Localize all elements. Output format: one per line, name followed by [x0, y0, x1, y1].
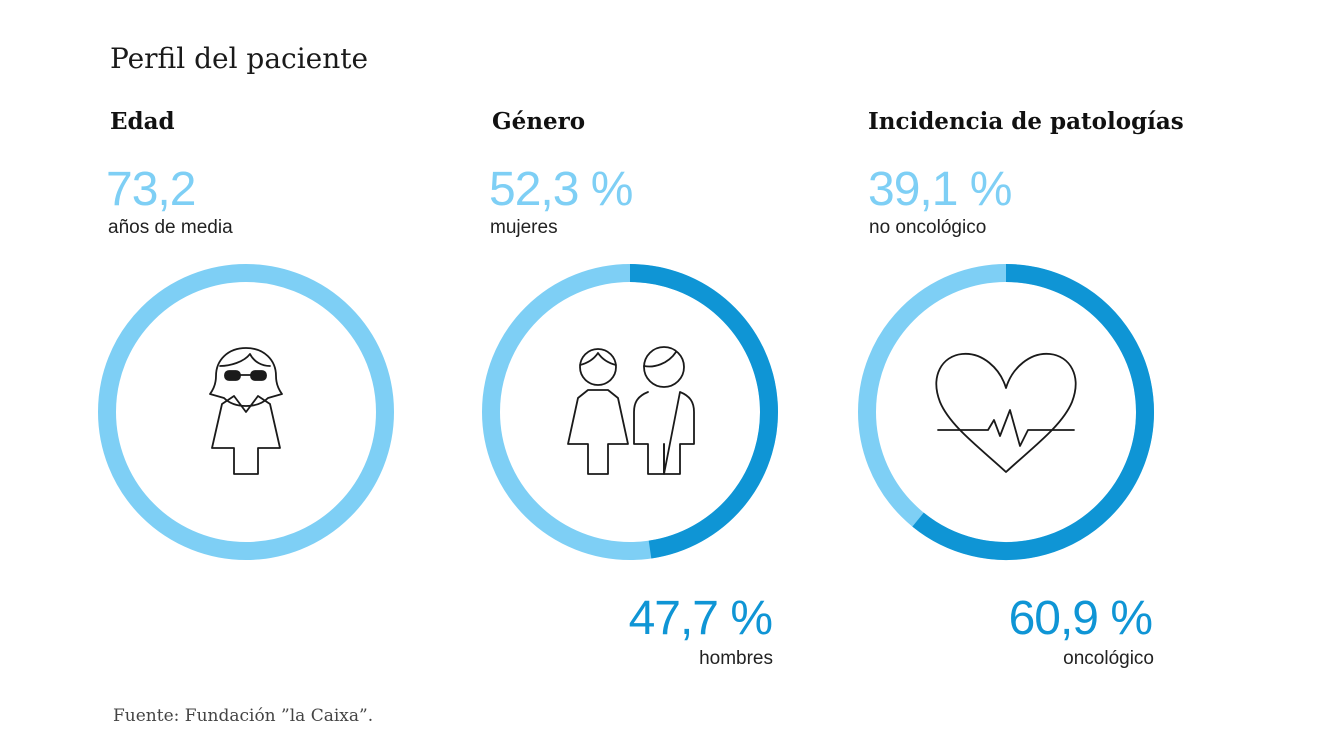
genero-label-mujeres: mujeres — [490, 217, 558, 238]
genero-value-mujeres: 52,3 % — [489, 163, 633, 216]
panel-patologias-heading-wrap: Incidencia de patologías — [868, 108, 1184, 135]
genero-value-hombres: 47,7 % — [628, 592, 773, 645]
heart-pulse-icon — [935, 353, 1077, 473]
genero-donut — [482, 264, 778, 560]
panel-patologias-heading: Incidencia de patologías — [868, 108, 1184, 135]
edad-ring — [98, 264, 394, 560]
patologias-value-oncologico: 60,9 % — [1008, 592, 1153, 645]
patologias-label-no-oncologico: no oncológico — [869, 217, 987, 238]
patologias-slice-oncologico — [912, 264, 1154, 560]
woman-icon — [209, 347, 283, 475]
patologias-value-no-oncologico: 39,1 % — [868, 163, 1012, 216]
panel-genero-heading-wrap: Género — [492, 108, 585, 135]
genero-label-hombres: hombres — [699, 648, 773, 669]
couple-icon — [567, 346, 695, 475]
page-title: Perfil del paciente — [110, 42, 369, 75]
edad-value: 73,2 — [106, 163, 196, 216]
panel-edad-heading: Edad — [110, 108, 175, 135]
panel-genero-heading: Género — [492, 108, 586, 135]
edad-donut — [98, 264, 394, 560]
patologias-label-oncologico: oncológico — [1063, 648, 1154, 669]
genero-slice-hombres — [629, 264, 778, 559]
edad-value-label: años de media — [108, 217, 233, 238]
panel-edad-heading-wrap: Edad — [110, 108, 175, 135]
source-footer: Fuente: Fundación ”la Caixa”. — [113, 706, 374, 726]
patologias-donut — [858, 264, 1154, 560]
